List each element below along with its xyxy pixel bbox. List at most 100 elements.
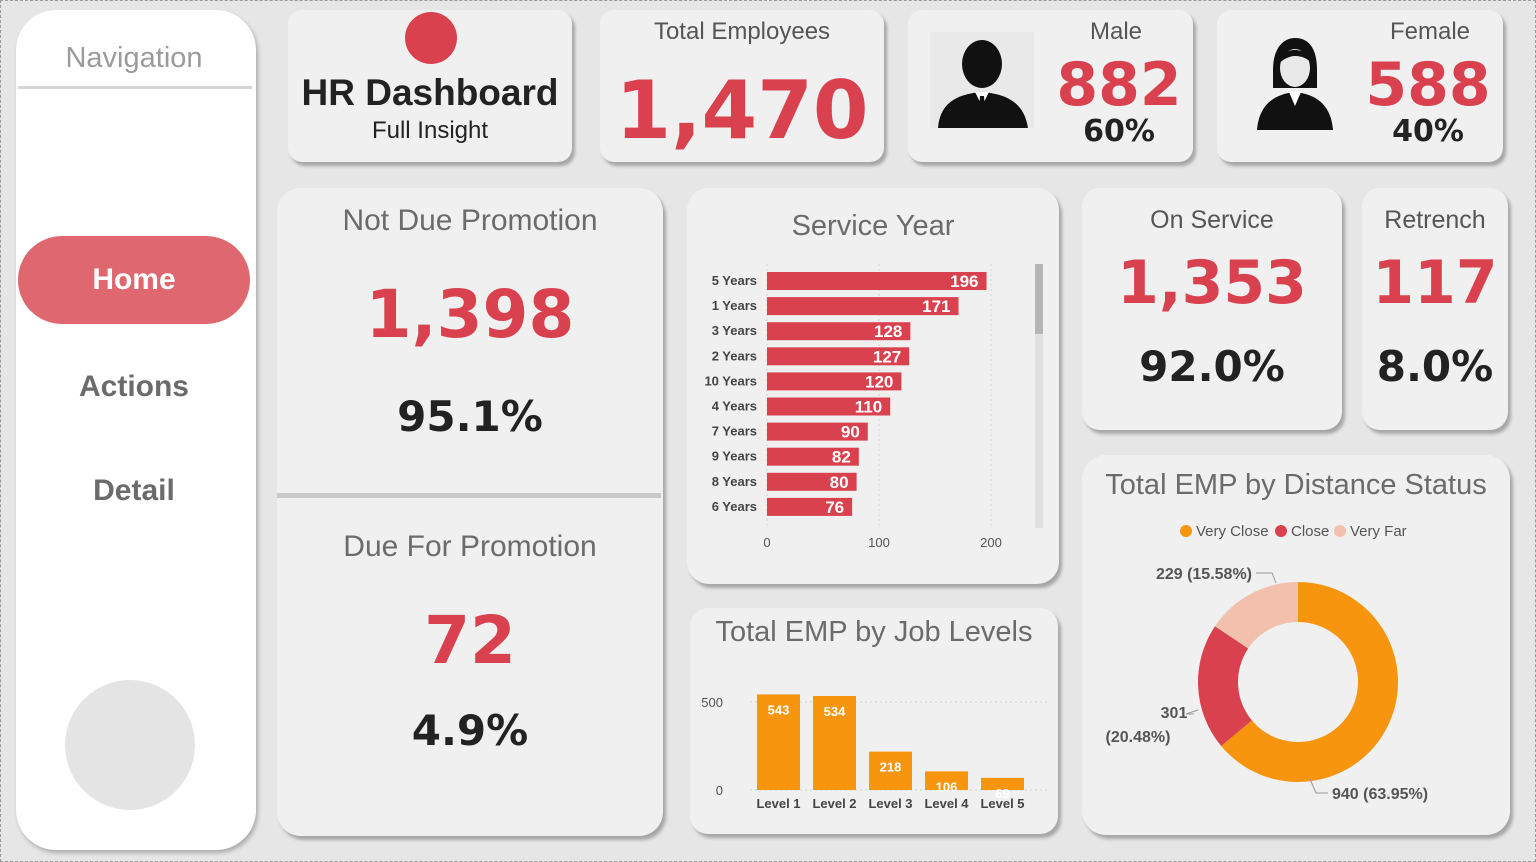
service-year-card: Service Year 0 100 200 5 Years 196 1 Years 171… bbox=[687, 188, 1059, 584]
service-year-chart: 0 100 200 5 Years 196 1 Years 171 3 Years 128 2 Y… bbox=[704, 264, 1002, 550]
dashboard-subtitle: Full Insight bbox=[371, 117, 489, 144]
data-label: 940 (63.95%) bbox=[1332, 786, 1428, 803]
category-label: Level 1 bbox=[756, 796, 800, 811]
navigation-divider bbox=[18, 86, 252, 89]
bar-value-label: 76 bbox=[825, 498, 844, 517]
bar bbox=[925, 771, 968, 790]
total-employees-card: Total Employees 1,470 bbox=[600, 10, 884, 162]
bar-value-label: 127 bbox=[873, 347, 901, 366]
category-label: Level 4 bbox=[924, 796, 969, 811]
bar-value-label: 80 bbox=[830, 473, 849, 492]
promotion-divider bbox=[277, 493, 661, 498]
bar bbox=[767, 422, 868, 441]
bar-value-label: 110 bbox=[855, 398, 882, 417]
bar bbox=[767, 372, 902, 391]
leader-line bbox=[1185, 709, 1199, 715]
category-label: 3 Years bbox=[712, 323, 757, 338]
y-tick-label: 0 bbox=[716, 783, 723, 798]
nav-button-detail[interactable]: Detail bbox=[93, 474, 175, 507]
female-label: Female bbox=[1389, 18, 1471, 45]
bar-value-label: 120 bbox=[865, 372, 893, 391]
donut-slice bbox=[1221, 582, 1398, 782]
bar-value-label: 534 bbox=[824, 704, 846, 719]
category-label: 4 Years bbox=[712, 399, 757, 414]
bar-value-label: 69 bbox=[995, 786, 1009, 801]
bar bbox=[767, 397, 891, 416]
male-person-icon bbox=[930, 32, 1034, 128]
bar-value-label: 106 bbox=[936, 779, 958, 794]
category-label: Level 2 bbox=[812, 796, 856, 811]
category-label: 10 Years bbox=[704, 373, 757, 388]
legend-label: Close bbox=[1291, 523, 1329, 540]
on-service-value: 1,353 bbox=[1117, 248, 1307, 318]
legend-marker bbox=[1334, 525, 1346, 537]
x-tick-label: 200 bbox=[980, 535, 1002, 550]
x-tick-label: 100 bbox=[868, 535, 890, 550]
bar bbox=[767, 272, 987, 290]
female-value: 588 bbox=[1365, 50, 1491, 120]
avatar-placeholder bbox=[65, 680, 195, 810]
male-label: Male bbox=[1089, 18, 1143, 45]
service-year-title: Service Year bbox=[791, 210, 955, 242]
bar-value-label: 171 bbox=[922, 297, 950, 316]
donut-slice bbox=[1215, 582, 1298, 649]
donut-slice bbox=[1198, 626, 1252, 747]
leader-line bbox=[1309, 778, 1328, 794]
due-promotion-percent: 4.9% bbox=[411, 706, 529, 755]
navigation-panel: Navigation Home Actions Detail bbox=[16, 10, 256, 850]
job-levels-title: Total EMP by Job Levels bbox=[715, 616, 1033, 648]
not-due-promotion-label: Not Due Promotion bbox=[342, 204, 598, 237]
bar-value-label: 128 bbox=[874, 322, 902, 341]
bar bbox=[757, 694, 800, 790]
legend-marker bbox=[1180, 525, 1192, 537]
distance-status-card: Total EMP by Distance Status Very Close C… bbox=[1082, 455, 1510, 835]
not-due-promotion-value: 1,398 bbox=[365, 276, 575, 353]
category-label: Level 5 bbox=[980, 796, 1024, 811]
bar bbox=[813, 696, 856, 790]
x-tick-label: 0 bbox=[763, 535, 770, 550]
bar-value-label: 218 bbox=[880, 760, 902, 775]
nav-button-actions[interactable]: Actions bbox=[78, 370, 189, 403]
navigation-title: Navigation bbox=[65, 42, 203, 74]
bar bbox=[869, 751, 912, 790]
bar bbox=[767, 347, 910, 366]
category-label: 6 Years bbox=[712, 499, 757, 514]
job-levels-chart: 0 500 543 Level 1 534 Level 2 218 Level 3 106 Lev… bbox=[701, 694, 1050, 811]
due-promotion-label: Due For Promotion bbox=[343, 530, 597, 563]
distance-status-title: Total EMP by Distance Status bbox=[1105, 469, 1487, 501]
legend-label: Very Far bbox=[1350, 523, 1407, 540]
female-percent: 40% bbox=[1392, 114, 1464, 149]
legend-marker bbox=[1275, 525, 1287, 537]
on-service-percent: 92.0% bbox=[1139, 342, 1285, 391]
nav-button-home[interactable]: Home bbox=[18, 236, 250, 324]
male-card: Male 882 60% bbox=[908, 10, 1193, 162]
promotion-card: Not Due Promotion 1,398 95.1% Due For Pr… bbox=[277, 188, 663, 836]
y-tick-label: 500 bbox=[701, 695, 723, 710]
category-label: 2 Years bbox=[712, 348, 757, 363]
bar-value-label: 543 bbox=[768, 702, 790, 717]
bar-value-label: 90 bbox=[841, 423, 860, 442]
retrench-value: 117 bbox=[1372, 248, 1498, 318]
dashboard-title: HR Dashboard bbox=[301, 72, 559, 113]
bar-value-label: 82 bbox=[832, 448, 851, 467]
male-percent: 60% bbox=[1083, 114, 1155, 149]
bar bbox=[981, 777, 1024, 790]
data-label: 229 (15.58%) bbox=[1156, 566, 1252, 583]
retrench-percent: 8.0% bbox=[1376, 342, 1494, 391]
female-person-icon bbox=[1257, 38, 1333, 130]
category-label: 1 Years bbox=[712, 298, 757, 313]
bar bbox=[767, 322, 911, 341]
category-label: 7 Years bbox=[712, 424, 757, 439]
category-label: 8 Years bbox=[712, 474, 757, 489]
chart-scrollbar-track[interactable] bbox=[1035, 264, 1043, 528]
due-promotion-value: 72 bbox=[424, 602, 516, 679]
male-value: 882 bbox=[1056, 50, 1182, 120]
retrench-card: Retrench 117 8.0% bbox=[1362, 188, 1508, 430]
retrench-label: Retrench bbox=[1384, 206, 1486, 234]
total-employees-label: Total Employees bbox=[653, 18, 831, 45]
distance-status-chart: Very Close Close Very Far 229 (15.58%) 301 (2… bbox=[1106, 523, 1429, 803]
bar-value-label: 196 bbox=[950, 272, 978, 291]
not-due-promotion-percent: 95.1% bbox=[397, 392, 543, 441]
legend-label: Very Close bbox=[1196, 523, 1269, 540]
chart-scrollbar-thumb[interactable] bbox=[1035, 264, 1043, 334]
